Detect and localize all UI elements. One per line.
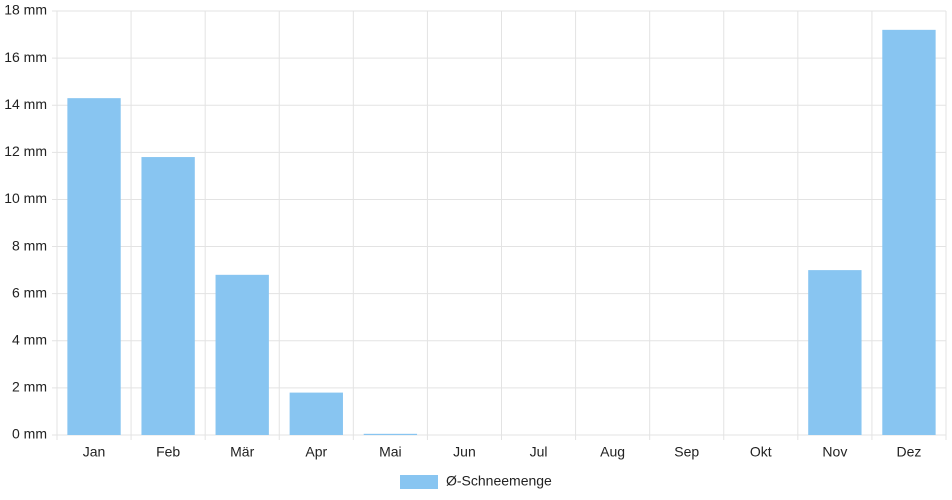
x-tick-label: Nov [822,444,847,460]
y-tick-label: 12 mm [4,143,47,159]
y-tick-label: 10 mm [4,190,47,206]
x-tick-label: Aug [600,444,625,460]
x-tick-label: Dez [897,444,922,460]
y-tick-label: 8 mm [12,237,47,253]
y-tick-label: 14 mm [4,96,47,112]
legend-label: Ø-Schneemenge [446,473,552,489]
x-tick-label: Jun [453,444,476,460]
bar [67,98,121,436]
x-tick-label: Sep [674,444,699,460]
x-tick-label: Feb [156,444,180,460]
x-tick-label: Apr [305,444,327,460]
y-tick-label: 18 mm [4,2,47,18]
legend-swatch [400,475,438,489]
bar [363,433,418,435]
y-tick-label: 6 mm [12,284,47,300]
bar [289,392,343,435]
x-tick-label: Okt [750,444,772,460]
x-tick-label: Mär [230,444,254,460]
y-tick-label: 0 mm [12,426,47,442]
x-tick-label: Mai [379,444,402,460]
y-tick-label: 16 mm [4,49,47,65]
y-tick-label: 2 mm [12,379,47,395]
bar [215,274,269,435]
bar [141,157,195,436]
bar [882,29,936,435]
x-tick-label: Jan [83,444,106,460]
bar [808,270,862,435]
x-tick-label: Jul [530,444,548,460]
y-tick-label: 4 mm [12,331,47,347]
